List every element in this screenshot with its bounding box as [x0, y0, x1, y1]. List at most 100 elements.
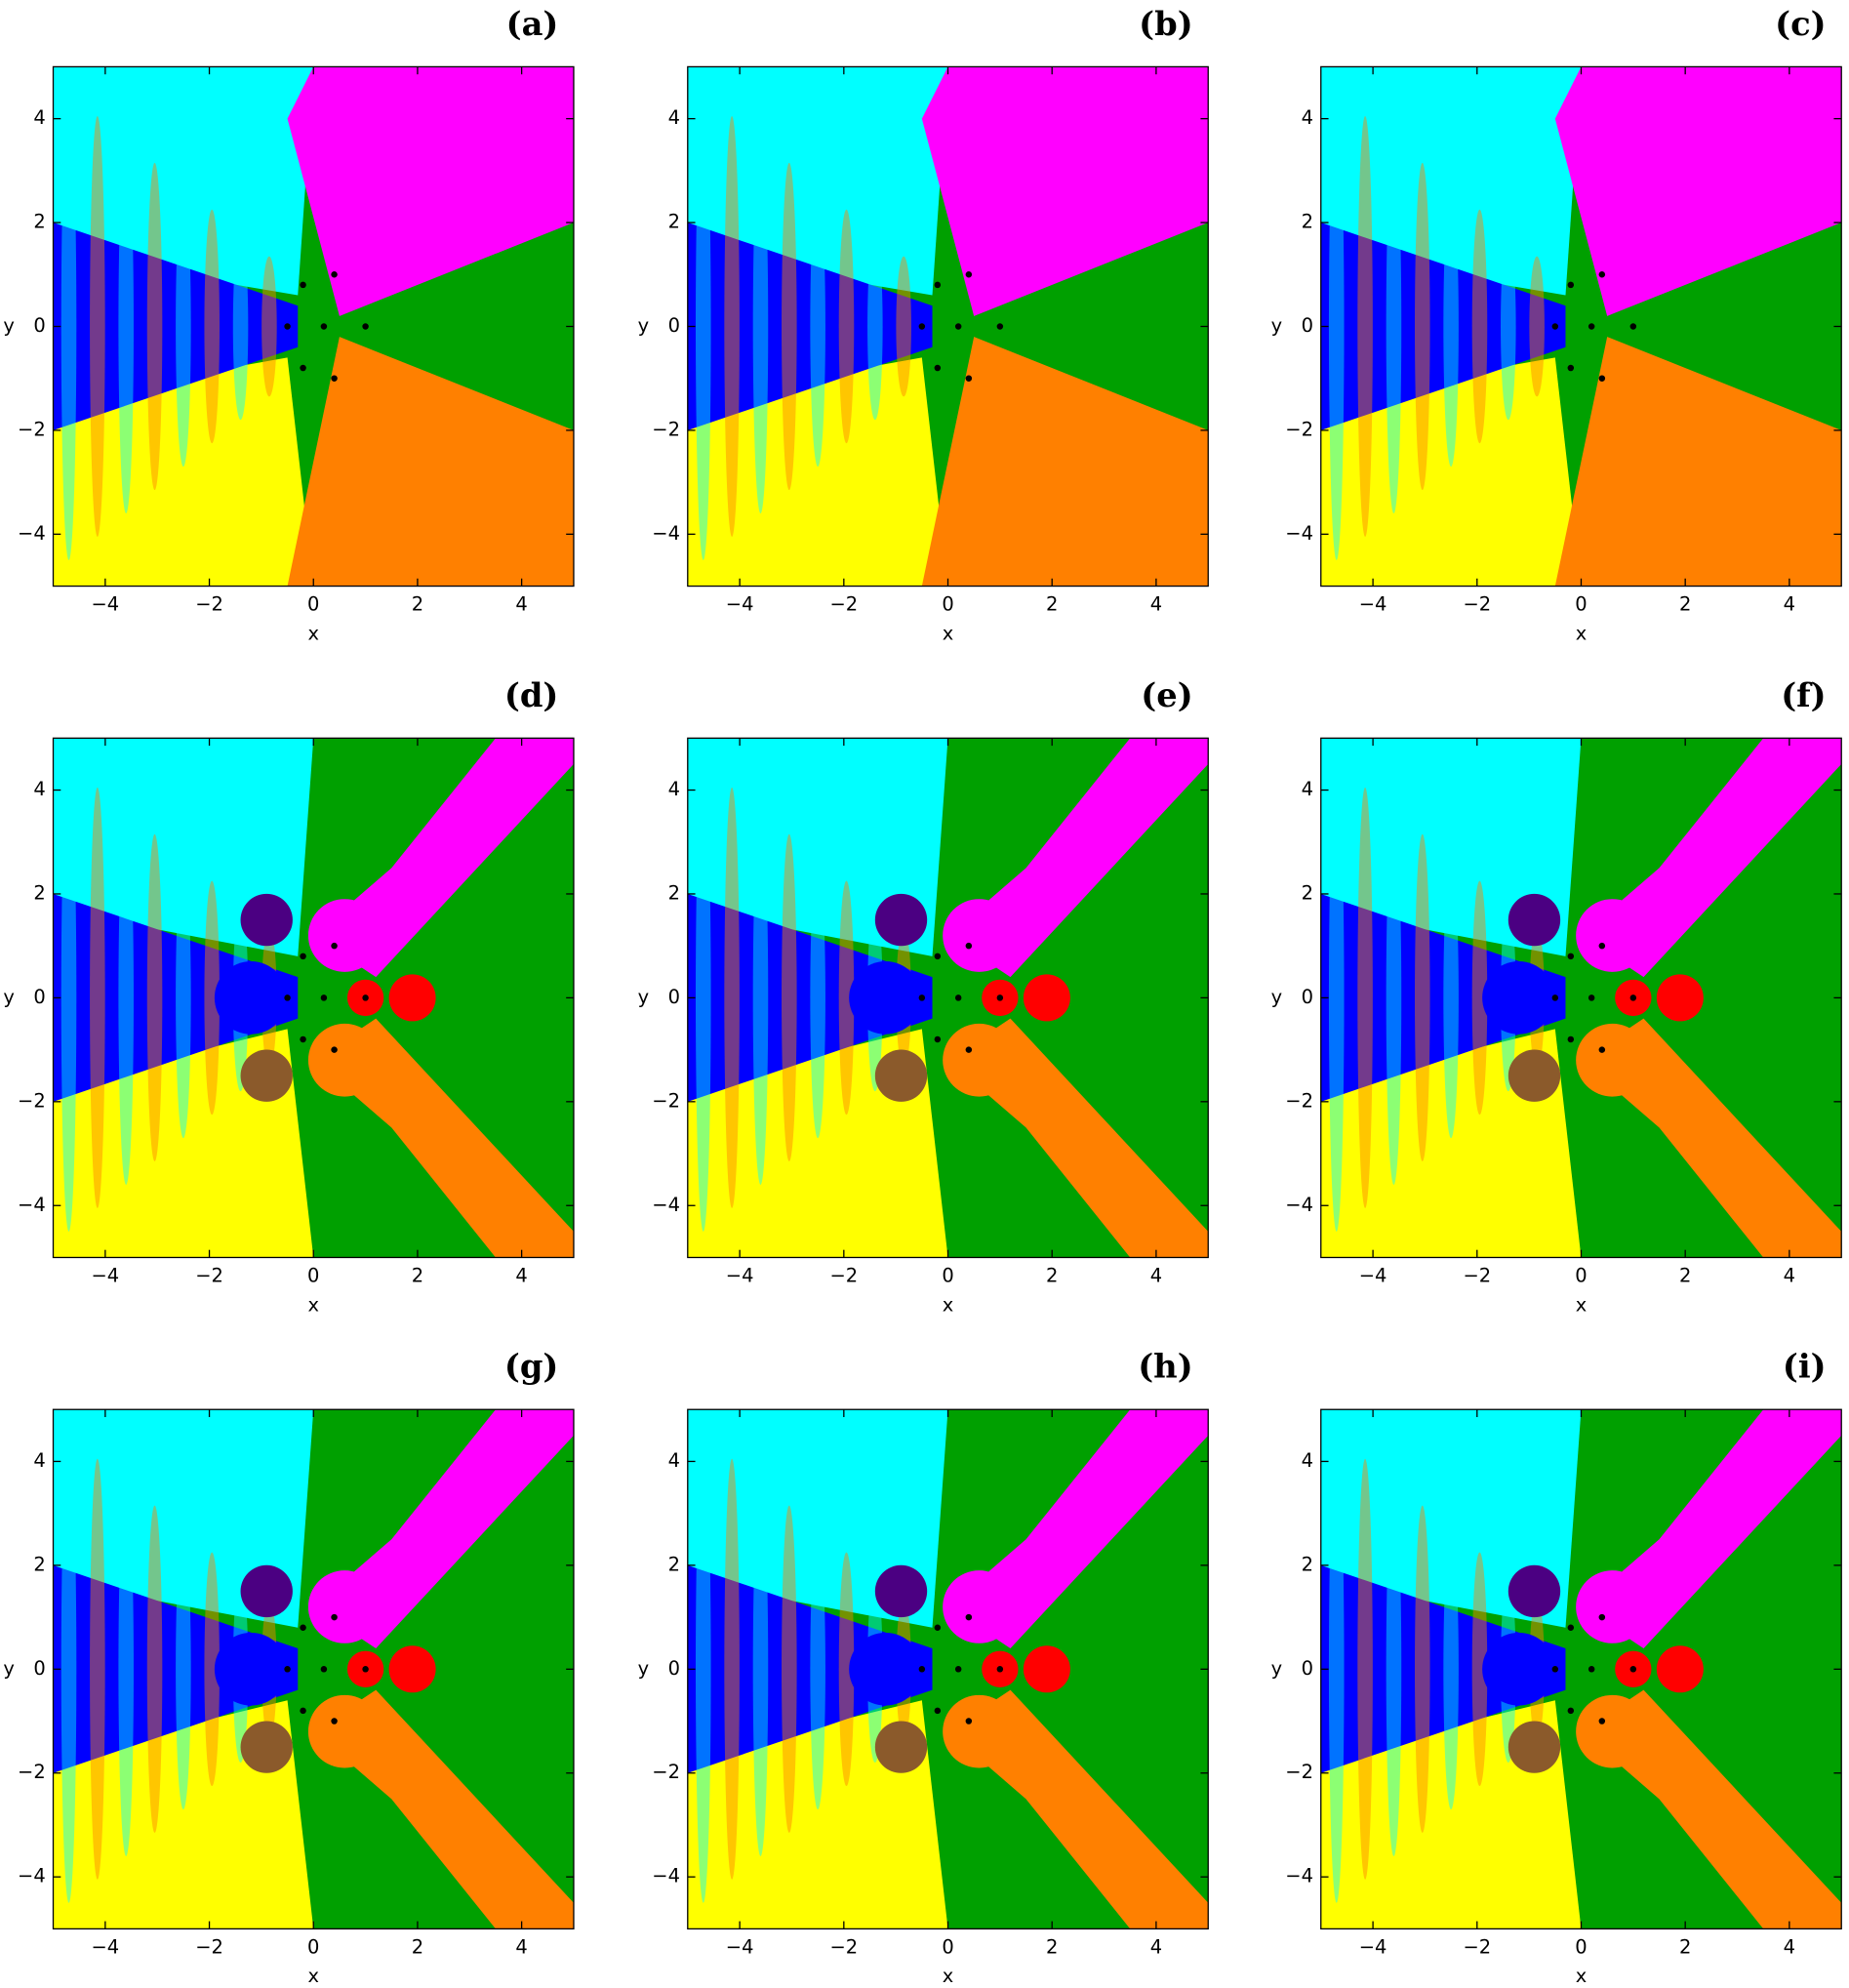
stripe — [1471, 209, 1488, 444]
stripe — [696, 1435, 711, 1903]
stripe — [752, 810, 769, 1185]
y-tick-label: 2 — [668, 1553, 680, 1575]
y-tick-label: −4 — [652, 522, 680, 545]
x-tick-label: −2 — [1463, 593, 1491, 616]
y-axis-label: y — [638, 986, 650, 1008]
fixed-point — [1567, 1624, 1575, 1631]
panel-label: (b) — [1139, 4, 1193, 43]
stripe — [118, 810, 134, 1185]
y-tick-label: −2 — [652, 1089, 680, 1112]
basin — [687, 357, 948, 587]
stripe — [118, 139, 134, 514]
x-tick-label: −4 — [1359, 593, 1387, 616]
fixed-point — [996, 1666, 1004, 1673]
basin — [1320, 357, 1582, 587]
panel-label: (e) — [1141, 675, 1192, 714]
fixed-point — [934, 1707, 942, 1715]
basin — [1581, 738, 1842, 978]
y-tick-label: 0 — [33, 1657, 45, 1680]
fixed-point — [362, 323, 369, 330]
basin — [53, 357, 314, 587]
x-tick-label: −2 — [1463, 1935, 1491, 1958]
fixed-point — [1567, 1035, 1575, 1043]
x-tick-label: −2 — [829, 1935, 858, 1958]
fixed-point — [965, 1718, 973, 1724]
y-tick-label: 4 — [668, 106, 680, 129]
basin — [1554, 66, 1842, 316]
x-tick-label: −4 — [92, 593, 120, 616]
stripe — [176, 185, 191, 467]
stripe — [204, 880, 221, 1116]
stripe — [204, 1552, 221, 1787]
stripe — [1501, 232, 1516, 421]
fixed-point — [300, 1624, 306, 1631]
y-tick-label: −2 — [18, 418, 46, 440]
panel-label: (f) — [1781, 675, 1826, 714]
y-tick-label: −4 — [1285, 1194, 1313, 1216]
stripe — [782, 162, 797, 491]
basin-image — [1320, 66, 1842, 587]
panel: −4 −2 0 2 4 −4 −2 0 2 4 x y (g) — [3, 1347, 575, 1987]
stripe — [146, 833, 163, 1162]
stripe — [60, 763, 77, 1232]
x-tick-label: −4 — [1359, 1264, 1387, 1286]
x-tick-label: 2 — [1679, 593, 1691, 616]
y-axis-label: y — [1271, 1657, 1283, 1680]
fixed-point — [1567, 281, 1575, 289]
panel: −4 −2 0 2 4 −4 −2 0 2 4 x y (c) — [1271, 4, 1842, 644]
basin — [921, 337, 1209, 587]
stripe — [838, 880, 855, 1116]
stripe — [1328, 93, 1345, 560]
fixed-point — [320, 323, 328, 330]
y-tick-label: −4 — [18, 522, 46, 545]
stripe — [118, 1481, 134, 1856]
x-tick-label: 0 — [942, 1264, 953, 1286]
stripe — [810, 857, 825, 1139]
y-axis-label: y — [638, 1657, 650, 1680]
basin — [1581, 1409, 1842, 1649]
y-tick-label: 2 — [33, 881, 45, 904]
basin-image — [687, 1409, 1209, 1929]
y-axis-label: y — [638, 314, 650, 337]
x-tick-label: 0 — [1575, 593, 1587, 616]
fixed-point — [300, 364, 306, 372]
fixed-point — [934, 364, 942, 372]
fixed-point — [1629, 994, 1637, 1001]
stripe — [1414, 833, 1430, 1162]
stripe — [1357, 1458, 1373, 1880]
x-tick-label: 4 — [1150, 1935, 1162, 1958]
fixed-point — [1588, 1666, 1595, 1673]
x-tick-label: 0 — [942, 1935, 953, 1958]
stripe — [176, 857, 191, 1139]
x-tick-label: 0 — [1575, 1264, 1587, 1286]
x-tick-label: 4 — [1784, 1264, 1795, 1286]
basin-bulb — [307, 1023, 382, 1097]
basin-bulb — [1023, 1645, 1070, 1693]
fixed-point — [934, 281, 942, 289]
y-tick-label: 0 — [33, 986, 45, 1008]
y-axis-label: y — [3, 1657, 15, 1680]
basin-bulb — [874, 1721, 928, 1773]
basin-bulb — [388, 974, 436, 1022]
x-tick-label: −2 — [195, 1264, 223, 1286]
fixed-point — [331, 375, 338, 382]
fixed-point — [331, 1718, 338, 1724]
basin — [687, 66, 948, 296]
fixed-point — [1598, 375, 1606, 382]
fixed-point — [965, 942, 973, 950]
fixed-point — [965, 1046, 973, 1053]
y-tick-label: 0 — [668, 986, 680, 1008]
x-tick-label: 4 — [515, 1264, 527, 1286]
stripe — [896, 256, 911, 397]
fixed-point — [918, 323, 926, 330]
stripe — [1357, 115, 1373, 538]
fixed-point — [284, 1666, 291, 1673]
stripe — [724, 115, 740, 538]
x-tick-label: −2 — [1463, 1264, 1491, 1286]
basin — [313, 1018, 574, 1258]
x-tick-label: 2 — [1046, 1264, 1058, 1286]
panel-label: (i) — [1783, 1347, 1827, 1386]
basin-bulb — [388, 1645, 436, 1693]
fixed-point — [1551, 323, 1559, 330]
basin-bulb — [943, 899, 1016, 972]
